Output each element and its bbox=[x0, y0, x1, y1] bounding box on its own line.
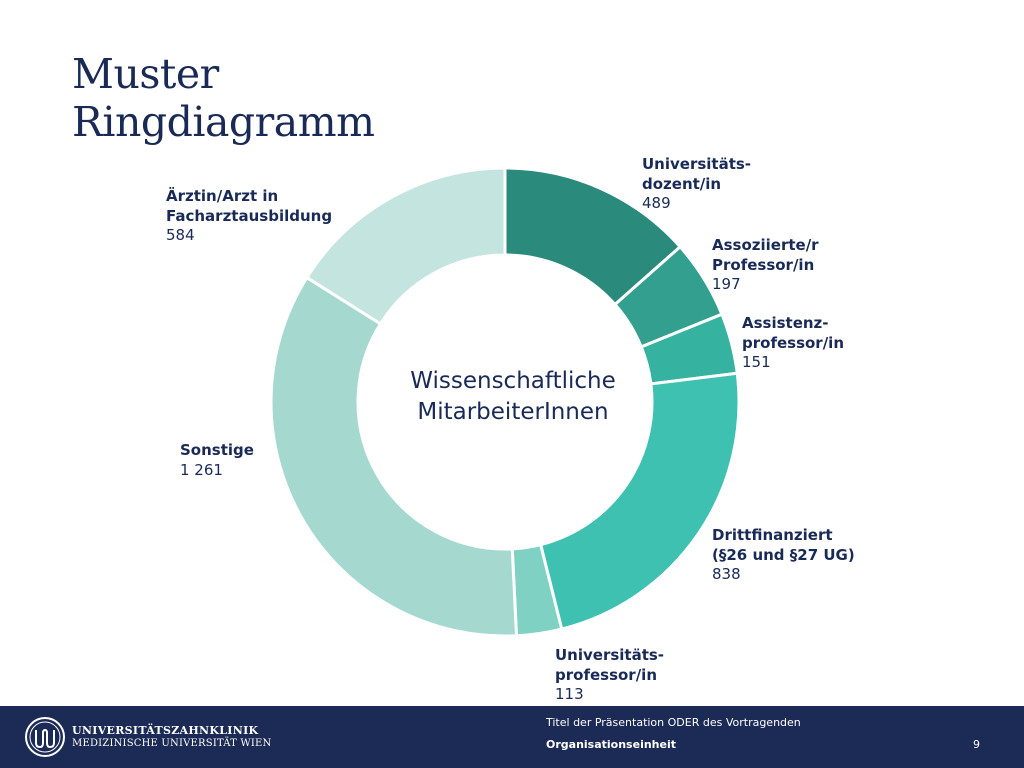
slice-label-sonstige: Sonstige 1 261 bbox=[180, 441, 254, 480]
slice-label-name: Universitäts- dozent/in bbox=[642, 155, 752, 193]
slice-label-name: Assistenz- professor/in bbox=[742, 314, 844, 352]
slice-label-name: Sonstige bbox=[180, 441, 254, 459]
slice-label-facharztausbildung: Ärztin/Arzt in Facharztausbildung 584 bbox=[166, 187, 332, 246]
page-number: 9 bbox=[973, 738, 980, 751]
donut-center-label: Wissenschaftliche MitarbeiterInnen bbox=[373, 366, 653, 428]
slice-label-value: 151 bbox=[742, 353, 771, 371]
donut-slice bbox=[538, 371, 741, 631]
slice-label-name: Universitäts- professor/in bbox=[555, 646, 665, 684]
slice-label-name: Drittfinanziert (§26 und §27 UG) bbox=[712, 526, 855, 564]
slice-label-value: 838 bbox=[712, 565, 741, 583]
slide-title-line: Ringdiagramm bbox=[72, 98, 375, 146]
slide-title-line: Muster bbox=[72, 50, 219, 98]
donut-slice bbox=[304, 166, 507, 326]
footer-organisation-unit: Organisationseinheit bbox=[546, 738, 676, 751]
university-logo-icon bbox=[25, 717, 65, 757]
slice-label-value: 584 bbox=[166, 226, 195, 244]
slice-label-value: 489 bbox=[642, 194, 671, 212]
slice-label-name: Ärztin/Arzt in Facharztausbildung bbox=[166, 187, 333, 225]
slice-label-value: 197 bbox=[712, 275, 741, 293]
logo-line-clinic: UNIVERSITÄTSZAHNKLINIK bbox=[72, 724, 259, 737]
donut-slice bbox=[269, 275, 519, 638]
slice-label-universitaetsdozent: Universitäts- dozent/in 489 bbox=[642, 155, 751, 214]
slice-label-name: Assoziierte/r Professor/in bbox=[712, 236, 819, 274]
slice-label-universitaetsprofessor: Universitäts- professor/in 113 bbox=[555, 646, 664, 705]
footer-bar: UNIVERSITÄTSZAHNKLINIK MEDIZINISCHE UNIV… bbox=[0, 706, 1024, 768]
footer-presentation-title: Titel der Präsentation ODER des Vortrage… bbox=[546, 716, 801, 729]
logo-line-university: MEDIZINISCHE UNIVERSITÄT WIEN bbox=[72, 738, 272, 749]
center-label-line: Wissenschaftliche bbox=[410, 368, 616, 394]
center-label-line: MitarbeiterInnen bbox=[417, 399, 609, 425]
slice-label-assoziierte-professor: Assoziierte/r Professor/in 197 bbox=[712, 236, 819, 295]
donut-chart bbox=[269, 166, 741, 638]
slice-label-value: 1 261 bbox=[180, 460, 223, 479]
logo-wordmark: UNIVERSITÄTSZAHNKLINIK MEDIZINISCHE UNIV… bbox=[72, 724, 272, 750]
slice-label-assistenzprofessor: Assistenz- professor/in 151 bbox=[742, 314, 844, 373]
slide-title: Muster Ringdiagramm bbox=[72, 50, 375, 146]
slice-label-drittfinanziert: Drittfinanziert (§26 und §27 UG) 838 bbox=[712, 526, 855, 585]
slice-label-value: 113 bbox=[555, 685, 584, 703]
